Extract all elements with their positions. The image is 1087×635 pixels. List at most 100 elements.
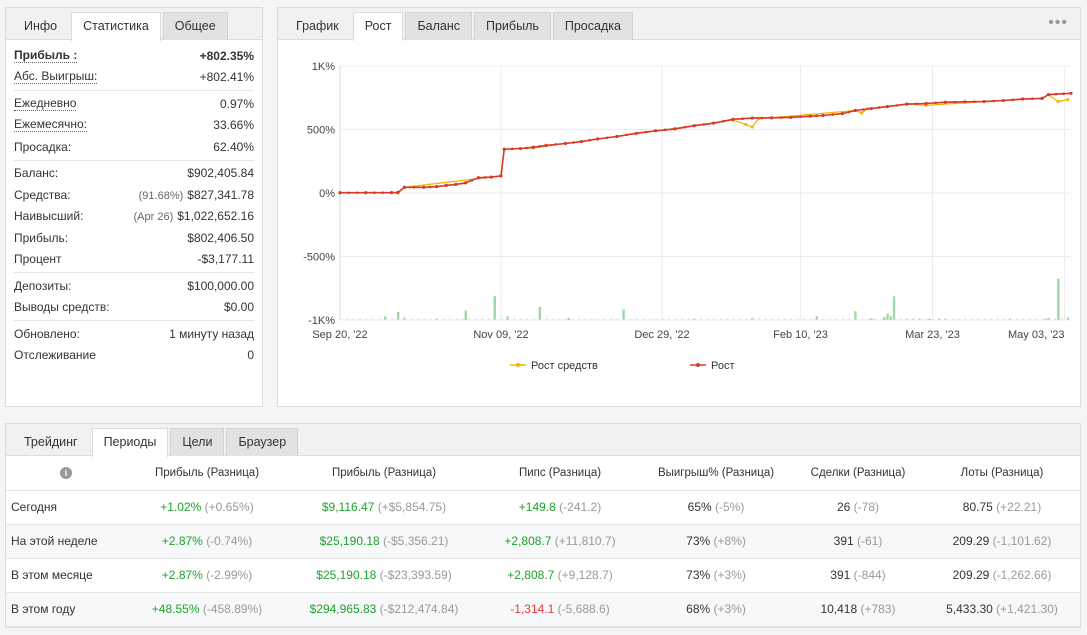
tab-statistics[interactable]: Статистика [71, 12, 161, 41]
tab-goals[interactable]: Цели [170, 428, 225, 456]
stat-label[interactable]: Прибыль : [14, 47, 78, 63]
stat-value-wrap: 1 минуту назад [169, 327, 254, 341]
stat-label[interactable]: Ежедневно [14, 95, 77, 111]
series-point [644, 130, 648, 134]
series-point [525, 146, 529, 150]
baseline-tick [436, 318, 438, 320]
y-tick-label: -1K% [308, 315, 335, 327]
tab-profit[interactable]: Прибыль [474, 12, 551, 40]
tab-info[interactable]: Инфо [24, 19, 58, 33]
col-header[interactable]: Прибыль (Разница) [126, 456, 288, 491]
series-point [531, 145, 535, 149]
series-point [878, 106, 881, 109]
x-tick-label: Mar 23, '23 [905, 329, 960, 341]
series-point [905, 102, 909, 106]
series-point [953, 100, 957, 104]
table-cell: $9,116.47 (+$5,854.75) [288, 490, 480, 525]
stat-label: Прибыль: [14, 230, 69, 245]
series-point [422, 185, 426, 189]
series-point [396, 190, 400, 194]
baseline-tick [372, 318, 374, 320]
series-point [1046, 92, 1051, 97]
baseline-tick [520, 318, 522, 320]
baseline-tick [597, 318, 599, 320]
table-cell: $25,190.18 (-$5,356.21) [288, 524, 480, 559]
col-header[interactable]: Лоты (Разница) [924, 456, 1080, 491]
cell-value: +2.87% [161, 534, 203, 548]
tab-general[interactable]: Общее [162, 12, 228, 40]
stat-value: 0.97% [219, 96, 254, 111]
baseline-tick [1029, 318, 1031, 320]
baseline-tick [1061, 318, 1063, 320]
x-tick-label: Sep 20, '22 [312, 329, 367, 341]
baseline-tick [443, 318, 445, 320]
tab-trading[interactable]: Трейдинг [24, 435, 78, 449]
stats-group: Обновлено: 1 минуту назад Отслеживание 0 [14, 321, 254, 368]
series-point [963, 100, 967, 104]
stat-row: Выводы средств: $0.00 [14, 297, 254, 319]
baseline-tick [1042, 318, 1044, 320]
series-point [982, 99, 986, 104]
baseline-tick [571, 318, 574, 320]
stat-row: Обновлено: 1 минуту назад [14, 323, 254, 345]
baseline-tick [468, 318, 471, 320]
more-dots-icon[interactable]: ••• [1048, 14, 1068, 31]
baseline-tick [417, 318, 419, 320]
cell-value: -1,314.1 [510, 602, 555, 616]
baseline-tick [823, 318, 825, 320]
series-point [1001, 98, 1005, 103]
series-point [518, 146, 522, 151]
stat-label[interactable]: Ежемесячно: [14, 117, 88, 133]
info-icon[interactable]: i [60, 466, 72, 479]
col-header[interactable]: Прибыль (Разница) [288, 456, 480, 491]
stat-label[interactable]: Абс. Выигрыш: [14, 69, 98, 85]
cell-value: 65% [687, 500, 712, 514]
legend-label[interactable]: Рост средств [531, 360, 598, 372]
stats-panel: Инфо Статистика Общее Прибыль : +802.35% А… [5, 7, 263, 407]
stat-label: Просадка: [14, 139, 72, 154]
volume-bar [889, 316, 893, 320]
volume-bar [928, 318, 931, 320]
table-cell: +2.87% (-0.74%) [126, 524, 288, 559]
series-point [741, 117, 744, 121]
table-cell: 80.75 (+22.21) [924, 490, 1080, 525]
tab-drawdown[interactable]: Просадка [552, 12, 633, 40]
baseline-tick [642, 318, 644, 320]
baseline-tick [971, 318, 973, 320]
baseline-tick [719, 318, 722, 320]
series-point [1011, 98, 1015, 102]
series-point [1031, 97, 1034, 101]
stat-prefix: (91.68%) [138, 189, 184, 202]
series-point [789, 115, 793, 120]
stat-value: $802,406.50 [187, 230, 254, 245]
cell-diff: (-1,262.66) [992, 568, 1052, 582]
table-row: В этом году +48.55% (-458.89%) $294,965.83… [6, 592, 1080, 627]
baseline-tick [790, 318, 793, 320]
series-point [915, 102, 918, 106]
x-tick-label: Nov 09, '22 [473, 329, 528, 341]
table-cell: 391 (-61) [792, 524, 924, 559]
table-cell: +2.87% (-2.99%) [126, 558, 288, 593]
stat-value-wrap: 62.40% [213, 140, 254, 154]
col-header[interactable]: Сделки (Разница) [792, 456, 924, 491]
cell-diff: (-61) [857, 534, 883, 548]
tab-browser[interactable]: Браузер [226, 428, 299, 456]
cell-value: 73% [686, 534, 711, 548]
baseline-tick [745, 318, 747, 320]
col-header[interactable]: Пипс (Разница) [480, 456, 640, 491]
tab-periods[interactable]: Периоды [91, 428, 169, 457]
stat-label: Выводы средств: [14, 300, 110, 315]
series-point [572, 141, 575, 144]
cell-value: +2.87% [161, 568, 203, 582]
tab-growth[interactable]: Рост [352, 12, 404, 41]
col-header[interactable]: Выигрыш% (Разница) [640, 456, 792, 491]
baseline-tick [346, 318, 348, 320]
legend-label[interactable]: Рост [711, 360, 735, 372]
series-point [760, 116, 764, 120]
periods-table: i Прибыль (Разница) Прибыль (Разница) Пи… [6, 456, 1080, 627]
tab-chart[interactable]: График [296, 19, 339, 33]
tab-balance[interactable]: Баланс [405, 12, 472, 40]
series-point [1069, 91, 1073, 95]
series-point [1054, 92, 1058, 96]
cell-diff: (-0.74%) [206, 534, 253, 548]
